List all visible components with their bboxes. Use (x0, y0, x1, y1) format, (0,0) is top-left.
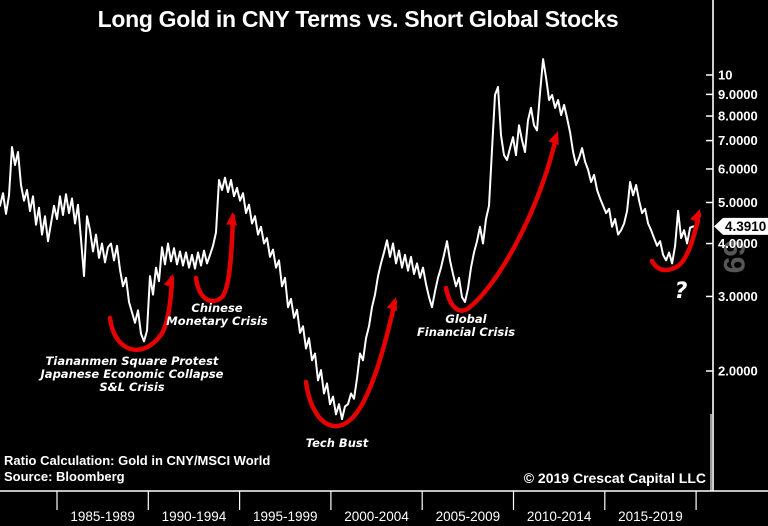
y-tick-label: 10 (718, 68, 732, 83)
y-tick-label: 9.0000 (718, 87, 758, 102)
last-price-badge (714, 217, 768, 235)
y-tick-label: 2.0000 (718, 364, 758, 379)
chart-title: Long Gold in CNY Terms vs. Short Global … (97, 6, 619, 32)
x-axis-label: 2010-2014 (527, 509, 592, 524)
annotation-global-financial-crisis: Financial Crisis (417, 325, 515, 339)
last-price-label: 4.3910 (725, 219, 766, 234)
arrow-gfc-to-2011-head (548, 131, 559, 146)
arrow-1994-peak (193, 213, 236, 304)
arrow-1990-recovery (107, 275, 175, 353)
annotation-tiananmen: Tiananmen Square Protest (46, 354, 219, 368)
arrow-2019-up (649, 211, 702, 273)
annotation-global-financial-crisis: Global (445, 312, 487, 326)
ratio-calculation-note: Ratio Calculation: Gold in CNY/MSCI Worl… (4, 453, 271, 468)
arrow-techbust-recovery (303, 299, 398, 429)
y-tick-label: 6.0000 (718, 161, 758, 176)
annotation-tech-bust: Tech Bust (306, 436, 369, 450)
arrow-1994-peak-head (226, 212, 238, 226)
x-axis-label: 2015-2019 (618, 509, 683, 524)
x-axis-label: 1995-1999 (253, 509, 318, 524)
annotation-question-mark: ? (675, 279, 688, 304)
annotation-chinese-monetary-crisis: Monetary Crisis (166, 314, 268, 328)
copyright-label: © 2019 Crescat Capital LLC (523, 470, 706, 486)
panel-number-watermark: 69 (717, 240, 750, 273)
x-axis-label: 1990-1994 (162, 509, 227, 524)
arrow-1990-recovery-head (163, 274, 175, 289)
arrow-gfc-to-2011 (443, 135, 559, 313)
y-tick-label: 3.0000 (718, 289, 758, 304)
annotation-chinese-monetary-crisis: Chinese (191, 301, 242, 315)
annotation-tiananmen: S&L Crisis (99, 380, 164, 394)
y-tick-label: 8.0000 (718, 109, 758, 124)
arrow-2019-up-head (690, 209, 701, 224)
y-tick-label: 4.0000 (718, 236, 758, 251)
y-tick-label: 7.0000 (718, 133, 758, 148)
y-tick-label: 5.0000 (718, 195, 758, 210)
source-note: Source: Bloomberg (4, 469, 125, 484)
x-axis-label: 2005-2009 (436, 509, 501, 524)
arrow-techbust-recovery-head (386, 297, 398, 312)
price-line (0, 58, 695, 421)
x-axis-label: 1985-1989 (70, 509, 135, 524)
annotation-tiananmen: Japanese Economic Collapse (39, 367, 224, 381)
x-axis-label: 2000-2004 (344, 509, 409, 524)
